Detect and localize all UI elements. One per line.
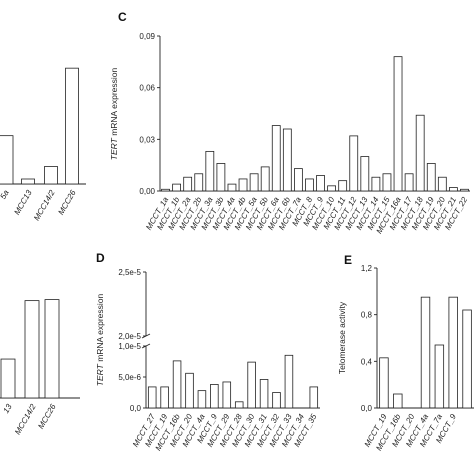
bar-mcc26	[65, 67, 79, 185]
bar-13	[0, 358, 16, 399]
y-tick-label: 0,09	[139, 32, 155, 41]
bar-mcct-16b	[393, 393, 403, 409]
bar-mcct-29	[222, 381, 232, 409]
bar-mcct-21	[449, 187, 458, 192]
y-axis-title-rest: mRNA expression	[109, 68, 119, 139]
bar-mcct-x	[462, 309, 472, 409]
bar-mcct-4b	[238, 178, 248, 192]
y-axis-title: TERT mRNA expression	[95, 294, 105, 387]
bar-mcct-10	[327, 185, 336, 192]
bar-mcct-9	[448, 296, 458, 409]
bar-mcct-7a	[294, 168, 303, 192]
bar-mcct-4a	[420, 296, 431, 409]
y-tick-label: 0,0	[130, 404, 142, 413]
chart-panel-d: D 0,05,0e-61,0e-52,0e-52,5e-5MCCT_27MCCT…	[95, 251, 320, 452]
bar-mcct-32	[272, 392, 281, 409]
y-tick-label: 1,2	[361, 264, 373, 273]
bar-mcct-5b	[260, 166, 270, 192]
y-axis-title-italic: TERT	[95, 363, 105, 386]
bar-mcct-3a	[205, 150, 215, 192]
bar-mcct-22	[460, 188, 469, 192]
panel-label-d: D	[96, 251, 105, 265]
bar-mcct-17	[404, 173, 414, 192]
bar-mcc14-2	[44, 166, 58, 185]
bar-mcct-35	[309, 386, 319, 409]
bar-5a	[0, 135, 14, 185]
y-axis-title-italic: TERT	[109, 137, 119, 160]
bar-mcct-8	[305, 178, 314, 192]
bar-mcct-1a	[161, 188, 170, 192]
bar-mcct-27	[147, 386, 157, 409]
bar-mcct-11	[338, 180, 348, 192]
y-tick-label: 0,06	[139, 84, 155, 93]
y-tick-label: 5,0e-6	[118, 373, 141, 382]
x-tick-label: 13	[1, 402, 14, 415]
bar-mcct-28	[234, 401, 244, 409]
x-tick-label: 5a	[0, 188, 11, 201]
bar-mcct-16b	[172, 360, 182, 409]
bar-mcct-13	[360, 156, 370, 192]
bar-mcct-1b	[172, 183, 181, 192]
bar-mcct-16a	[393, 56, 403, 192]
bar-mcc14-2	[24, 300, 40, 399]
bar-mcct-18	[415, 114, 425, 192]
y-tick-label: 1,0e-5	[118, 342, 141, 351]
bar-mcct-7a	[434, 344, 445, 409]
x-tick-label: MCC26	[56, 188, 78, 216]
bar-mcct-4a	[227, 183, 237, 192]
x-tick-label: MCC14/2	[32, 188, 57, 222]
y-tick-label: 2,5e-5	[118, 268, 141, 277]
y-tick-label: 2,0e-5	[118, 332, 141, 341]
bar-mcct-15	[382, 173, 392, 192]
bar-mcct-19	[426, 163, 436, 192]
bar-mcct-19	[160, 386, 169, 409]
bar-mcct-3b	[216, 163, 226, 192]
bar-mcct-14	[371, 176, 381, 192]
bar-mcct-19	[379, 357, 389, 409]
x-tick-label: MCC14/2	[13, 402, 38, 436]
panel-label-e: E	[344, 253, 352, 267]
bar-mcct-9	[210, 384, 219, 409]
bar-mcct-5a	[249, 173, 259, 192]
bar-mcct-6a	[271, 125, 281, 192]
chart-panel-c: C 0,000,030,060,09MCCT_1aMCCT_1bMCCT_2aM…	[109, 10, 470, 235]
bar-mcct-30	[247, 361, 256, 409]
y-tick-label: 0,00	[139, 187, 155, 196]
bar-mcc13	[21, 178, 35, 185]
bar-mcct-20	[437, 176, 447, 192]
bar-mcct-6b	[282, 128, 292, 192]
y-tick-label: 0,0	[361, 404, 373, 413]
bar-mcct-9	[316, 175, 325, 192]
bar-mcct-2b	[194, 173, 204, 192]
bar-mcc26	[44, 299, 60, 399]
bar-mcct-20	[185, 372, 194, 409]
bar-mcct-2a	[183, 176, 193, 192]
y-tick-label: 0,03	[139, 135, 155, 144]
x-tick-label: MCC26	[36, 402, 58, 430]
y-tick-label: 0,4	[361, 357, 373, 366]
y-axis-title-rest: mRNA expression	[95, 294, 105, 365]
y-axis-title: TERT mRNA expression	[109, 68, 119, 161]
chart-panel-e: E 0,00,40,81,2MCCT_19MCCT_16bMCCT_20MCCT…	[337, 253, 474, 452]
bar-mcct-12	[349, 135, 359, 192]
bar-mcct-31	[259, 379, 269, 409]
y-axis-title: Telomerase activity	[337, 301, 347, 374]
panel-label-c: C	[118, 10, 127, 24]
y-tick-label: 0,8	[361, 311, 373, 320]
bar-mcct-4a	[197, 390, 207, 409]
bar-mcct-33	[284, 354, 294, 409]
x-tick-label: MCC13	[12, 188, 34, 216]
